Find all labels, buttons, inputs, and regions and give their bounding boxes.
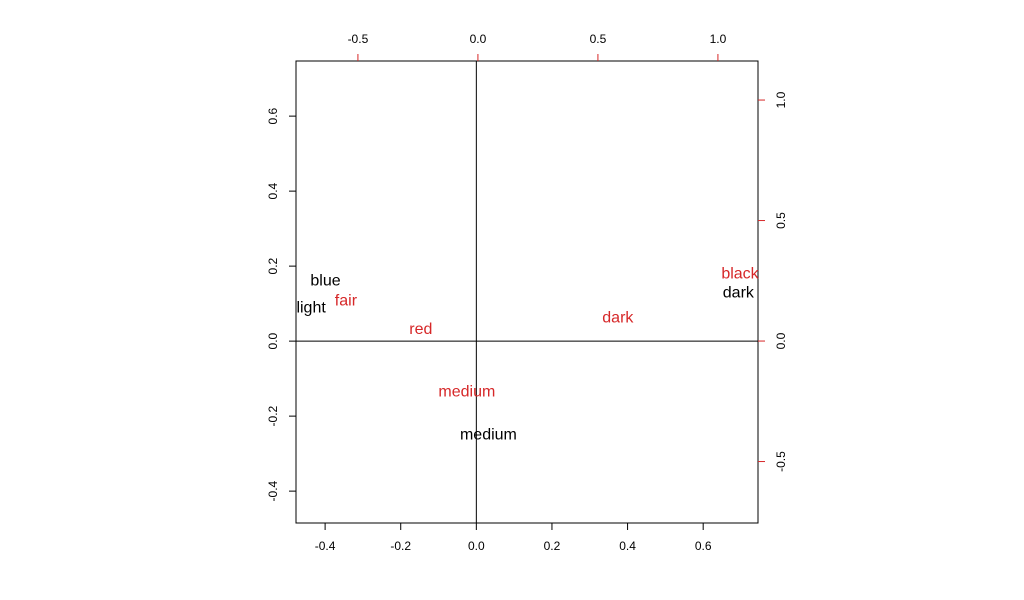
y-tick-label: 0.2 <box>266 257 280 274</box>
point-label: medium <box>460 426 517 443</box>
x2-tick-label: 1.0 <box>710 32 727 46</box>
point-label: red <box>409 321 432 338</box>
point-label: black <box>721 265 759 282</box>
x-tick-label: 0.6 <box>695 539 712 553</box>
point-label: dark <box>602 309 634 326</box>
y-tick-label: 0.0 <box>266 332 280 349</box>
x2-tick-label: 0.5 <box>590 32 607 46</box>
point-label: medium <box>438 383 495 400</box>
y2-tick-label: 0.5 <box>774 212 788 229</box>
x-tick-label: 0.2 <box>544 539 561 553</box>
point-label: dark <box>723 284 755 301</box>
y-tick-label: 0.4 <box>266 182 280 199</box>
y2-tick-label: -0.5 <box>774 451 788 472</box>
y2-tick-label: 1.0 <box>774 91 788 108</box>
y-tick-label: 0.6 <box>266 107 280 124</box>
x-tick-label: 0.4 <box>619 539 636 553</box>
x-tick-label: 0.0 <box>468 539 485 553</box>
point-label: light <box>296 299 326 316</box>
point-label: blue <box>310 272 340 289</box>
point-label: fair <box>335 292 358 309</box>
y-tick-label: -0.4 <box>266 480 280 501</box>
x-tick-label: -0.4 <box>315 539 336 553</box>
x-tick-label: -0.2 <box>390 539 411 553</box>
plot-frame <box>295 60 759 524</box>
x2-tick-label: -0.5 <box>348 32 369 46</box>
y2-tick-label: 0.0 <box>774 332 788 349</box>
y-tick-label: -0.2 <box>266 405 280 426</box>
x2-tick-label: 0.0 <box>470 32 487 46</box>
